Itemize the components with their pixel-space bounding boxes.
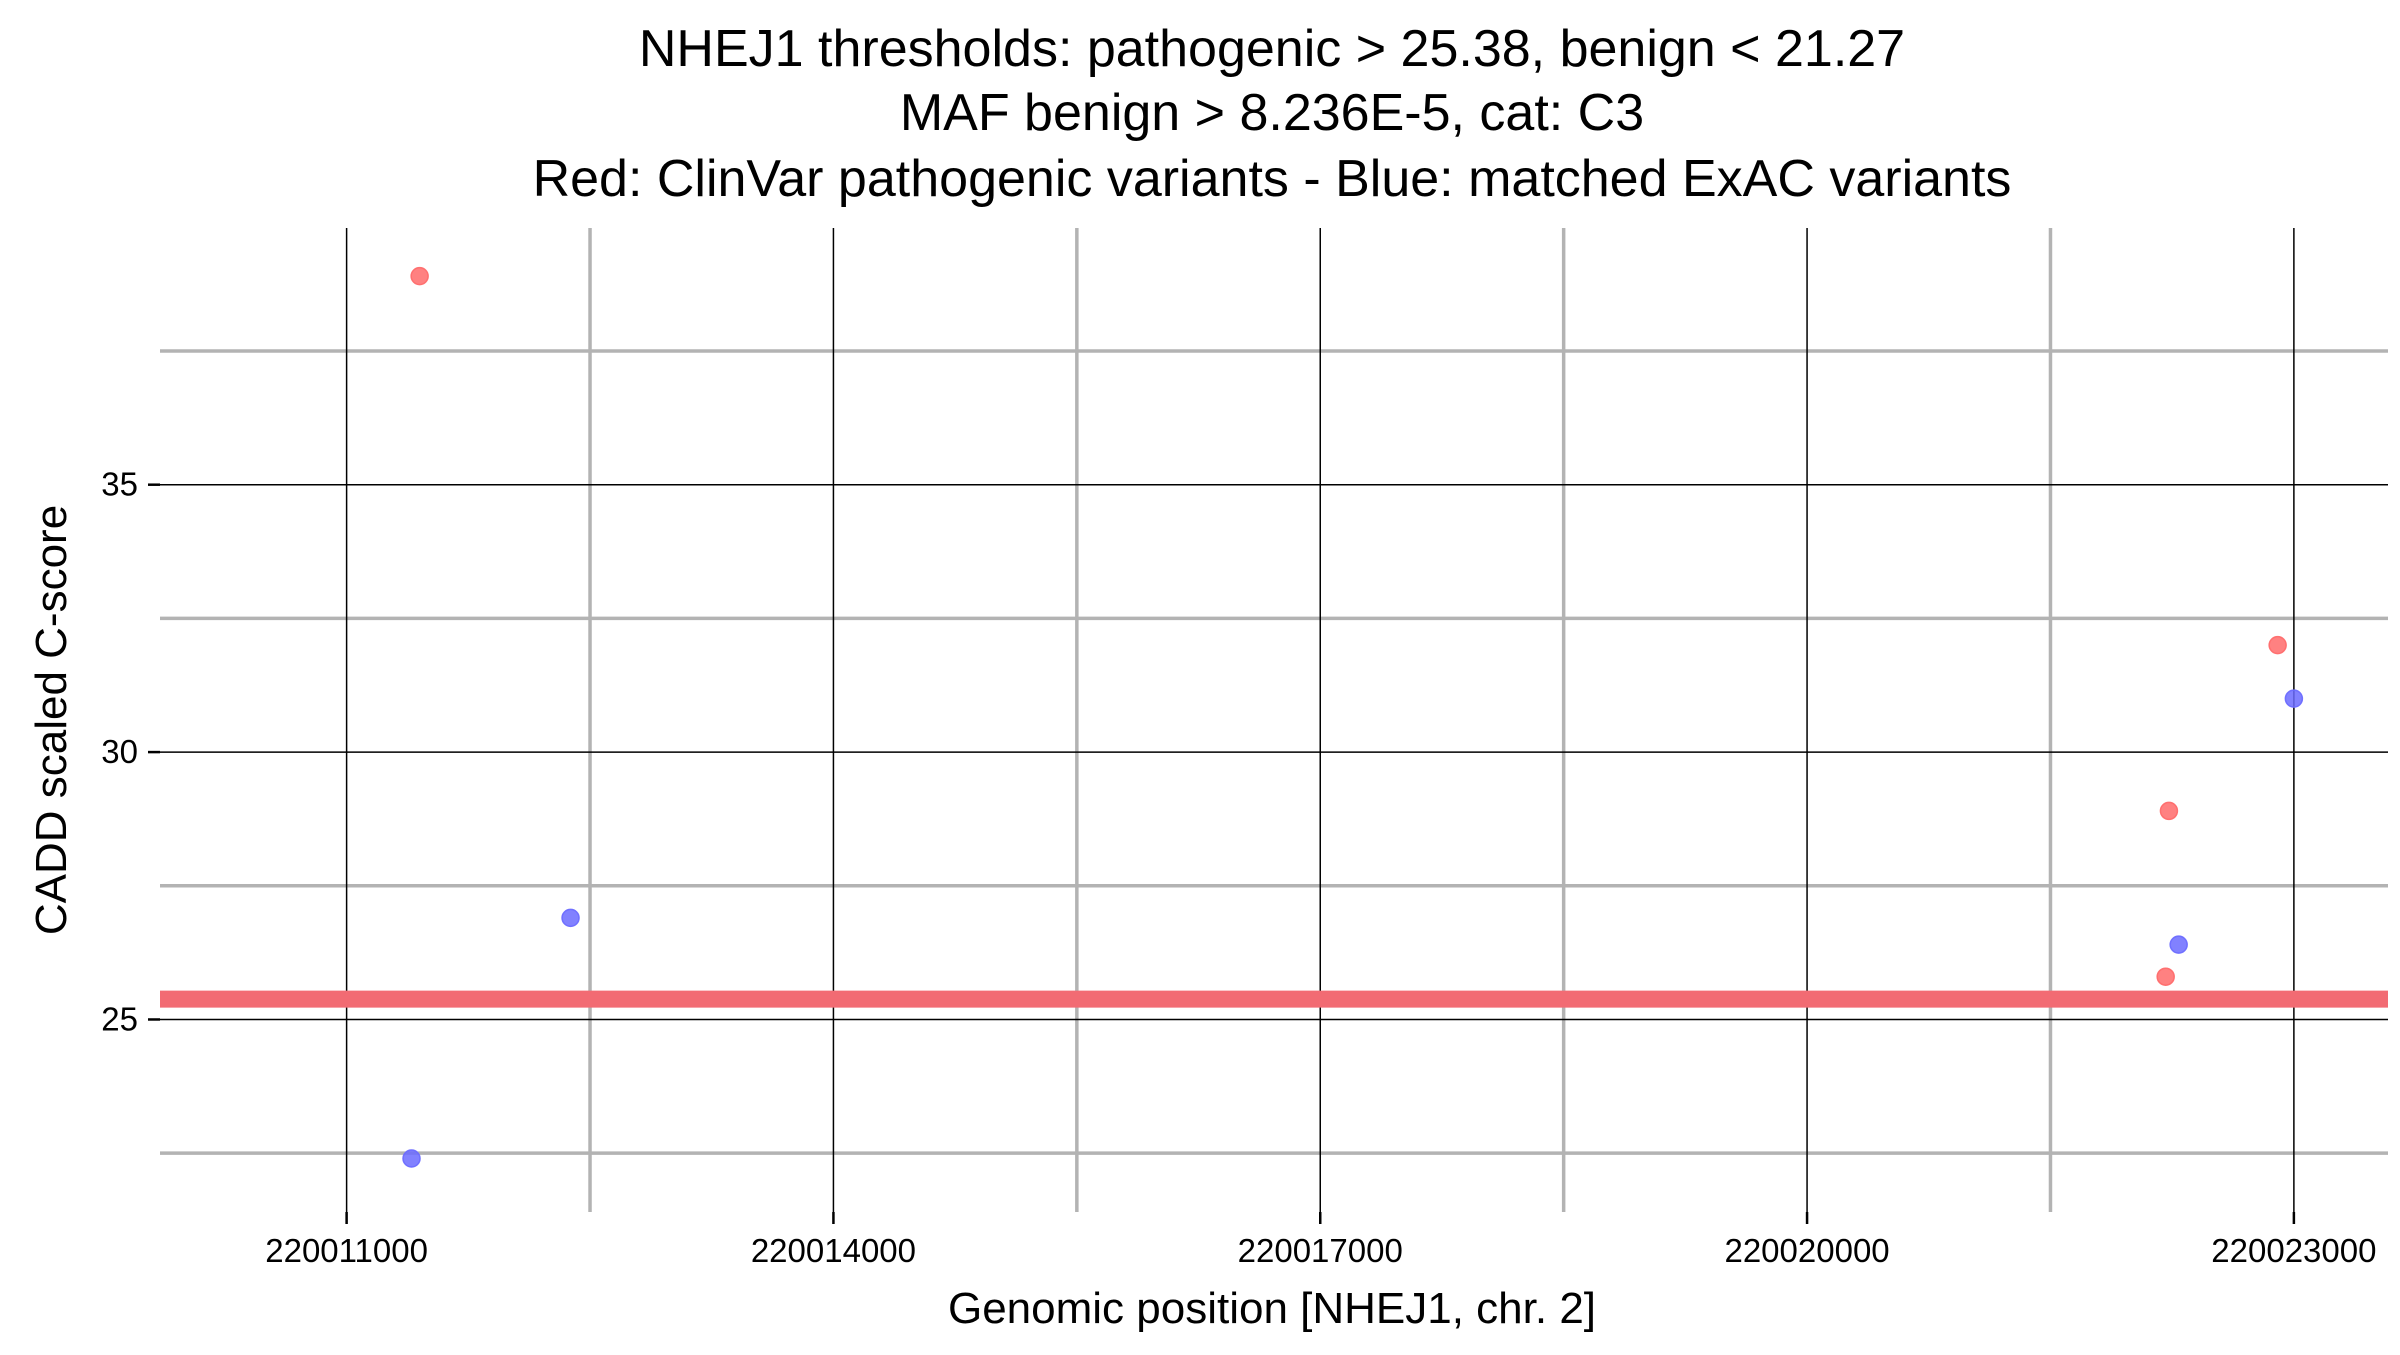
chart-title: NHEJ1 thresholds: pathogenic > 25.38, be… <box>533 20 2012 208</box>
y-axis-title: CADD scaled C-score <box>27 505 76 935</box>
major-gridlines <box>160 228 2388 1212</box>
x-tick-label: 220011000 <box>265 1232 428 1269</box>
exac-point <box>561 908 580 928</box>
data-points <box>402 266 2304 1168</box>
x-tick-label: 220014000 <box>751 1232 916 1269</box>
title-line-2: MAF benign > 8.236E-5, cat: C3 <box>900 84 1644 142</box>
x-tick-label: 220020000 <box>1724 1232 1889 1269</box>
exac-point <box>2284 689 2304 708</box>
title-line-3: Red: ClinVar pathogenic variants - Blue:… <box>533 150 2012 208</box>
y-tick-label: 25 <box>101 1000 138 1037</box>
clinvar-point <box>2268 635 2287 655</box>
clinvar-point <box>2159 801 2179 821</box>
minor-gridlines <box>160 228 2388 1212</box>
x-axis: 220011000 220014000 220017000 220020000 2200… <box>265 1212 2376 1269</box>
y-axis: 25 30 35 <box>101 466 160 1037</box>
exac-point <box>2169 935 2188 954</box>
y-tick-label: 30 <box>101 733 138 770</box>
y-tick-label: 35 <box>101 466 138 503</box>
clinvar-point <box>410 266 429 286</box>
x-tick-label: 220023000 <box>2211 1232 2376 1269</box>
exac-point <box>402 1149 421 1168</box>
x-axis-title: Genomic position [NHEJ1, chr. 2] <box>948 1284 1596 1333</box>
x-tick-label: 220017000 <box>1238 1232 1403 1269</box>
title-line-1: NHEJ1 thresholds: pathogenic > 25.38, be… <box>639 20 1905 78</box>
clinvar-point <box>2156 967 2175 986</box>
